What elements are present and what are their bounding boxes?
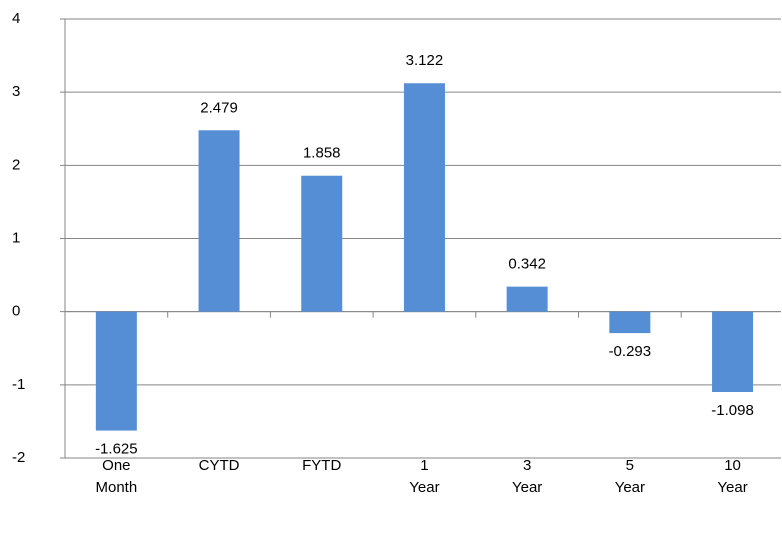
- bar: [712, 311, 754, 393]
- y-tick-label: -1: [12, 376, 25, 393]
- data-label: -1.098: [711, 402, 754, 419]
- x-tick-label: 10 Year: [717, 457, 748, 496]
- bar: [95, 311, 137, 431]
- y-tick-label: -2: [12, 449, 25, 466]
- data-label: 1.858: [303, 145, 341, 162]
- y-tick-label: 3: [12, 83, 20, 100]
- bar: [403, 83, 445, 312]
- x-tick-label: One Month: [95, 457, 138, 496]
- x-tick-label: FYTD: [302, 457, 342, 474]
- bar: [198, 130, 240, 312]
- data-label: -0.293: [609, 343, 652, 360]
- bar: [301, 175, 343, 312]
- y-tick-label: 2: [12, 156, 20, 173]
- data-label: 3.122: [406, 52, 444, 69]
- x-tick-label: 1 Year: [409, 457, 440, 496]
- y-tick-label: 4: [12, 10, 20, 27]
- data-label: 2.479: [200, 99, 238, 116]
- data-label: -1.625: [95, 441, 138, 458]
- y-tick-label: 1: [12, 229, 20, 246]
- bar: [609, 311, 651, 334]
- x-tick-label: 3 Year: [511, 457, 543, 496]
- x-tick-label: CYTD: [198, 457, 240, 474]
- data-label: 0.342: [508, 256, 546, 273]
- bar: [506, 286, 548, 312]
- x-tick-label: 5 Year: [614, 457, 645, 496]
- y-tick-label: 0: [12, 303, 20, 320]
